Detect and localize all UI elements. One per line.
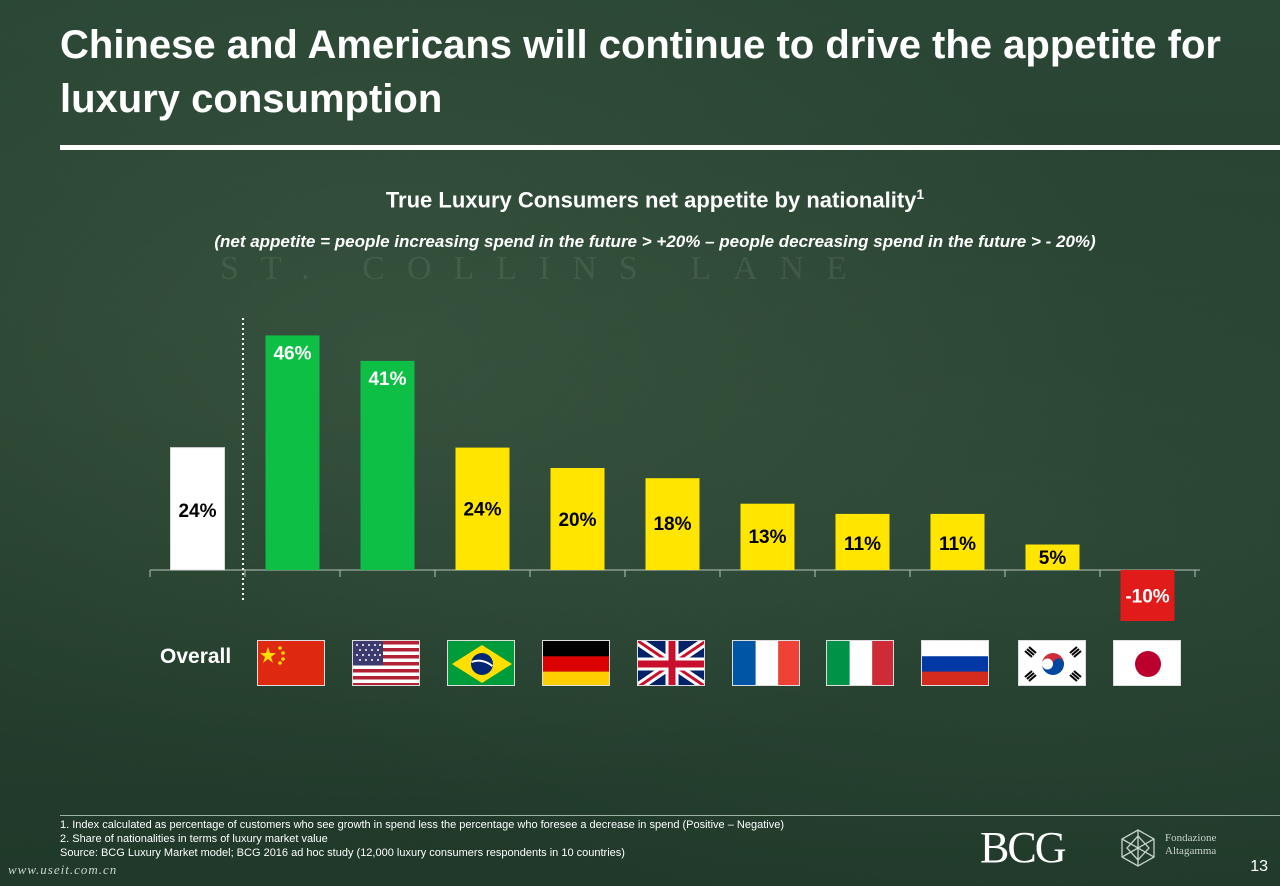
italy-flag-icon [826,640,894,686]
bar-value-label: 11% [939,534,976,555]
bar-value-label: 20% [558,510,596,531]
background-street-sign-text: ST. COLLINS LANE [220,250,869,287]
overall-label: Overall [160,645,232,668]
footnotes: 1. Index calculated as percentage of cus… [60,818,784,860]
brazil-flag-icon [447,640,515,686]
bar-value-label: -10% [1125,587,1169,608]
bar-france [740,503,795,570]
slide-title: Chinese and Americans will continue to d… [60,23,1221,121]
fondazione-line1: Fondazione [1165,832,1217,844]
bar-usa [360,360,415,570]
page-number: 13 [1250,858,1268,875]
bar-overall [170,447,225,571]
bar-value-label: 13% [748,527,786,548]
chart-title-text: True Luxury Consumers net appetite by na… [385,187,917,213]
bar-value-label: 5% [1039,548,1067,569]
bar-value-label: 11% [844,534,881,555]
south-korea-flag-icon [1018,640,1086,686]
germany-flag-icon [542,640,610,686]
bar-value-label: 24% [178,501,216,522]
bar-value-label: 46% [273,343,311,364]
bar-italy [835,513,890,570]
bar-value-label: 24% [463,500,501,521]
footnote-2: 2. Share of nationalities in terms of lu… [60,833,328,845]
bar-russia [930,513,985,570]
france-flag-icon [732,640,800,686]
chart-subtitle: (net appetite = people increasing spend … [214,232,1096,251]
fondazione-line2: Altagamma [1165,845,1217,857]
bar-value-label: 41% [368,369,406,390]
watermark: www.useit.com.cn [8,862,118,877]
japan-flag-icon [1113,640,1181,686]
fondazione-altagamma-text: Fondazione Altagamma [1165,832,1216,858]
title-divider [60,145,1280,150]
bar-chart: 24% 46% 41% 24% 20% 18% 13% 11% 11% 5% -10% [149,335,1200,621]
chart-title-footnote-mark: 1 [916,186,925,202]
bcg-logo: BCG [980,823,1066,872]
russia-flag-icon [921,640,989,686]
usa-flag-icon [352,640,420,686]
uk-flag-icon [637,640,705,686]
fondazione-altagamma-logo-icon [1121,829,1155,867]
bar-brazil [455,447,510,570]
footnote-divider [60,815,1280,816]
bar-south-korea [1025,544,1080,570]
bar-value-label: 18% [653,514,691,535]
china-flag-icon [257,640,325,686]
footnote-1: 1. Index calculated as percentage of cus… [60,819,784,831]
bar-uk [645,478,700,570]
bar-japan [1120,570,1175,621]
bar-china [265,335,320,570]
bar-germany [550,468,605,570]
chart-title: True Luxury Consumers net appetite by na… [0,186,1280,213]
source-note: Source: BCG Luxury Market model; BCG 201… [60,847,625,859]
